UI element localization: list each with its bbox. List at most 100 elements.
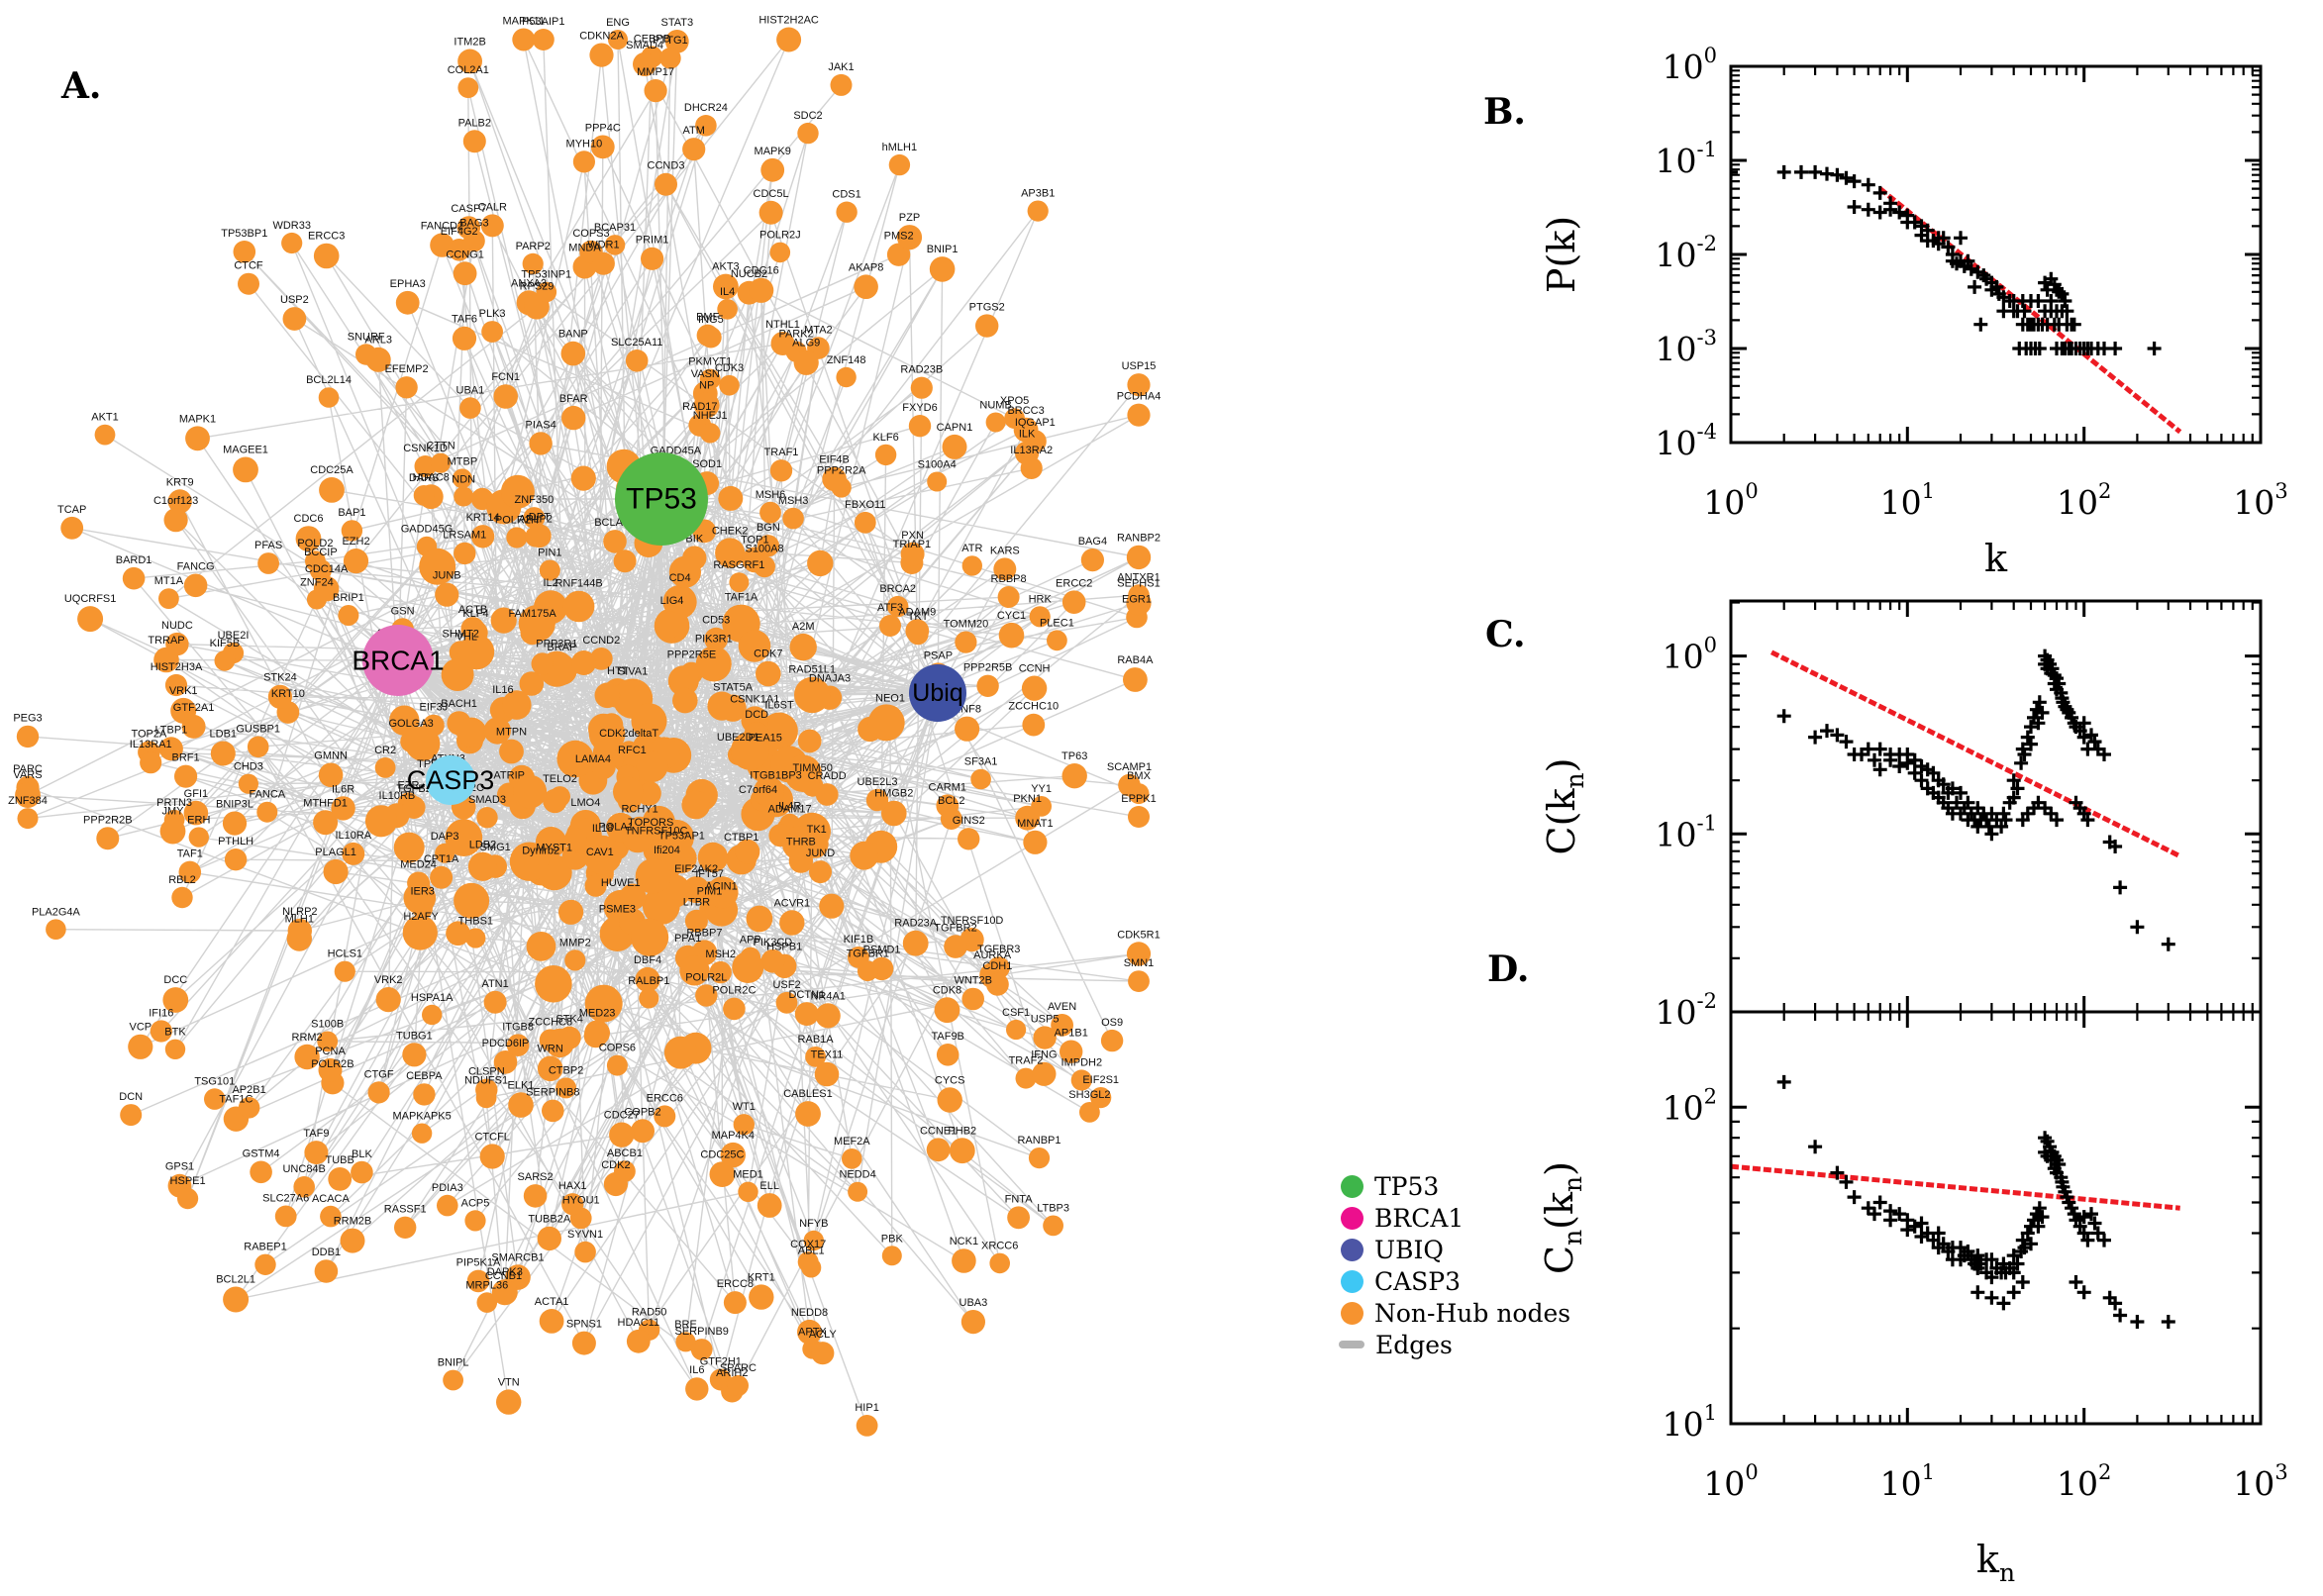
- network-node-label: ABCB1: [607, 1147, 643, 1159]
- network-node-label: MTPN: [496, 727, 527, 739]
- network-node-label: EIF4B: [819, 454, 850, 466]
- network-node-label: YY1: [1031, 783, 1052, 795]
- network-node-label: CCND2: [582, 635, 620, 647]
- brca1-node-swatch: [1341, 1206, 1364, 1230]
- network-node: [287, 918, 312, 944]
- network-node-label: ACTB: [458, 604, 487, 616]
- network-node-label: ACTA1: [535, 1296, 569, 1308]
- panel_d-axis-ticks: [1729, 1010, 2263, 1426]
- network-node-label: ITGB1BP3: [750, 769, 802, 781]
- network-node-label: RANBP1: [1017, 1135, 1060, 1147]
- network-node-label: SNURF: [348, 331, 385, 343]
- network-node: [458, 634, 495, 670]
- network-node: [77, 606, 104, 633]
- network-node: [976, 674, 999, 697]
- network-node: [641, 247, 664, 270]
- network-node-label: MNAT1: [1017, 818, 1053, 830]
- network-node: [709, 1161, 736, 1187]
- network-node: [675, 1332, 696, 1352]
- network-node: [591, 754, 616, 779]
- network-node: [60, 516, 84, 540]
- network-node-label: COL2A1: [448, 64, 489, 76]
- network-node: [441, 658, 474, 691]
- network-node-label: BCL2L1: [216, 1274, 255, 1286]
- network-node-label: MAP4K4: [712, 1130, 755, 1142]
- network-node-label: BAP1: [338, 507, 365, 519]
- network-node-label: ERCC8: [717, 1278, 754, 1290]
- network-node-label: IMPDH2: [1061, 1056, 1103, 1068]
- network-node-label: CABLES1: [783, 1088, 833, 1100]
- network-node: [625, 349, 649, 372]
- network-node: [490, 607, 517, 634]
- network-node: [789, 633, 817, 661]
- network-node: [508, 1092, 534, 1118]
- network-node-label: TCAP: [57, 504, 86, 516]
- network-node-label: MAPK11: [503, 16, 546, 28]
- network-node-label: CPT1A: [424, 853, 459, 865]
- tick-label: 103: [2233, 479, 2287, 522]
- network-node: [435, 582, 459, 607]
- network-node-label: BRCC3: [1007, 405, 1044, 417]
- network-node-label: TOP1: [741, 535, 769, 547]
- network-node-label: ACIN1: [705, 880, 737, 892]
- network-node-label: MSH6: [756, 489, 786, 501]
- network-node-label: WRN: [538, 1043, 563, 1054]
- network-node-label: EPPK1: [1121, 793, 1156, 805]
- network-node: [636, 750, 668, 783]
- panel_d-fit-line: [1731, 1163, 2180, 1211]
- network-node-label: RAD50: [632, 1307, 666, 1319]
- network-node-label: MED23: [579, 1007, 616, 1019]
- network-node: [993, 557, 1017, 581]
- network-node: [522, 252, 544, 274]
- network-node-label: BFAR: [559, 393, 588, 405]
- network-node-label: WDR33: [272, 220, 311, 232]
- network-node: [654, 1105, 676, 1128]
- network-node-label: CDKN2A: [579, 31, 624, 43]
- hub-ubiq: Ubiq: [909, 664, 966, 722]
- network-node: [437, 1194, 458, 1217]
- network-node-label: PLA2G4A: [32, 906, 81, 918]
- network-node: [746, 905, 773, 933]
- network-node-label: CDC16: [744, 265, 779, 277]
- network-node-label: ABL1: [798, 1245, 825, 1256]
- network-node-label: ATM: [682, 125, 704, 137]
- network-node-label: UBA1: [456, 384, 485, 396]
- network-node-label: USP5: [1031, 1013, 1060, 1025]
- network-node: [856, 1415, 878, 1437]
- network-node: [822, 466, 847, 492]
- network-node: [1061, 590, 1086, 614]
- network-node-label: MAGEE1: [223, 445, 268, 456]
- network-node-label: HMGB2: [874, 788, 913, 800]
- network-node: [1032, 1061, 1057, 1086]
- hub-tp53-node: [615, 452, 708, 546]
- network-node: [961, 987, 984, 1011]
- network-node-label: ZCCHC10: [1008, 701, 1059, 713]
- network-node-label: GADD45G: [401, 524, 454, 536]
- network-node-label: RCHY1: [621, 804, 657, 816]
- network-node: [608, 30, 628, 50]
- network-node: [1128, 806, 1150, 828]
- network-node: [556, 1077, 577, 1099]
- network-node-label: TIMM50: [793, 762, 833, 774]
- network-node-label: POLA1: [598, 822, 633, 834]
- legend-item-edges: Edges: [1335, 1329, 1563, 1360]
- network-node-label: CDC25A: [310, 464, 354, 476]
- network-node: [989, 1252, 1010, 1274]
- network-node: [1051, 1014, 1073, 1037]
- network-node-label: BIK: [685, 534, 703, 546]
- network-node-label: PTTG1: [653, 35, 687, 47]
- network-node-label: PLK3: [479, 308, 506, 320]
- tp53-node-swatch: [1341, 1174, 1364, 1198]
- network-node-label: TEX11: [811, 1049, 844, 1061]
- network-node-label: HIST2H2AC: [758, 15, 819, 27]
- network-node-label: PLAGL1: [315, 847, 356, 858]
- network-node: [502, 690, 532, 720]
- network-node-label: CR2: [374, 745, 396, 756]
- network-node-label: PIAS4: [526, 419, 556, 431]
- network-node-label: VHL: [456, 632, 477, 644]
- network-node: [174, 764, 198, 788]
- network-node-label: EIF4G2: [441, 226, 478, 238]
- network-node: [571, 1331, 596, 1355]
- network-node-label: CHEK2: [712, 526, 749, 538]
- network-node: [758, 200, 783, 225]
